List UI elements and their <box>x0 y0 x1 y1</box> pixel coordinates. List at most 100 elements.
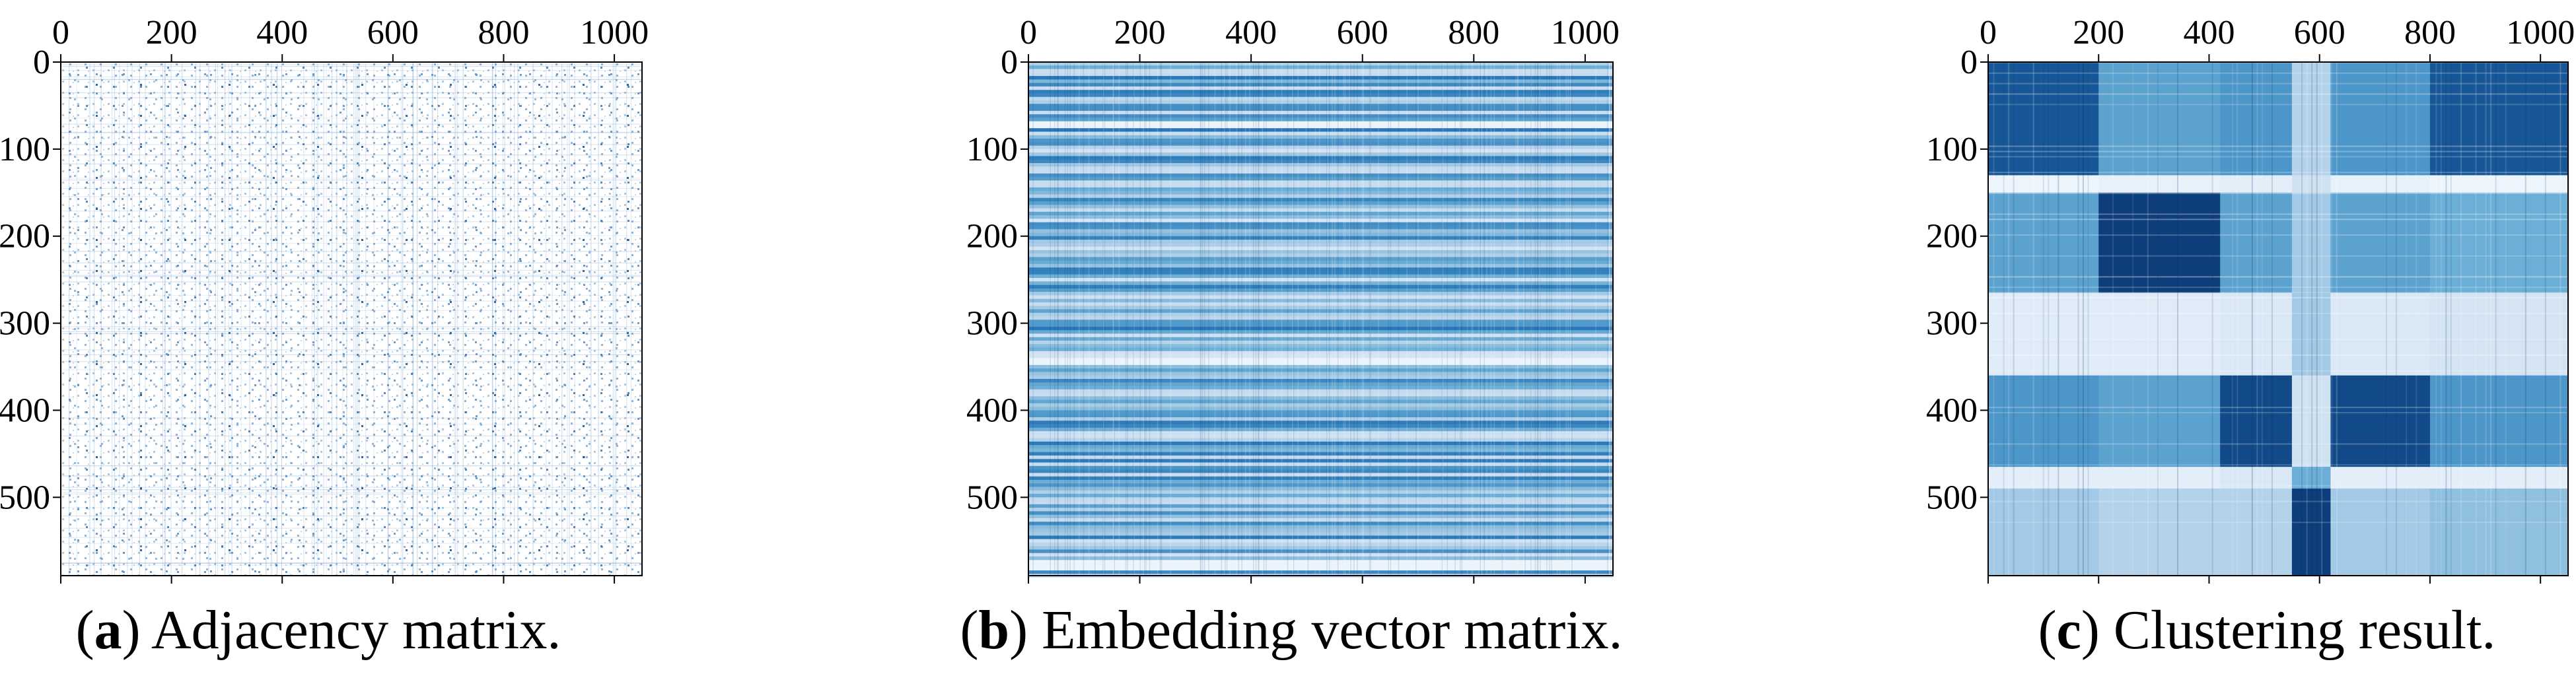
adjacency-row-streak <box>61 489 642 490</box>
embedding-row-band <box>1028 205 1613 209</box>
cluster-block <box>1988 375 2099 467</box>
embedding-row-band <box>1028 434 1613 439</box>
cluster-column-texture <box>2077 62 2079 576</box>
cluster-column-texture <box>2311 62 2313 576</box>
embedding-row-band <box>1028 393 1613 397</box>
adjacency-row-streak <box>61 564 642 566</box>
x-tick-label: 0 <box>1980 14 1997 51</box>
cluster-row-texture <box>1988 234 2568 236</box>
cluster-block <box>2330 489 2431 576</box>
embedding-column-texture <box>1199 62 1201 576</box>
cluster-column-texture <box>2490 62 2492 576</box>
embedding-row-band <box>1028 364 1613 369</box>
embedding-column-texture <box>1334 62 1336 576</box>
embedding-column-texture <box>1069 62 1071 576</box>
x-tick-label: 600 <box>1337 14 1388 51</box>
embedding-row-band <box>1028 553 1613 557</box>
embedding-column-texture <box>1523 62 1524 576</box>
cluster-column-texture <box>2082 62 2084 576</box>
y-tick-label: 200 <box>966 218 1018 255</box>
adjacency-column-streak <box>100 62 102 576</box>
embedding-column-texture <box>1490 62 1492 576</box>
embedding-row-band <box>1028 410 1613 415</box>
cluster-row-texture <box>1988 412 2568 414</box>
embedding-column-texture <box>1149 62 1151 576</box>
cluster-column-texture <box>2306 62 2308 576</box>
embedding-column-texture <box>1307 62 1309 576</box>
cluster-block <box>2330 62 2431 176</box>
adjacency-row-streak <box>61 235 642 236</box>
embedding-row-band <box>1028 560 1613 564</box>
embedding-row-band <box>1028 448 1613 453</box>
cluster-block <box>2098 292 2221 376</box>
embedding-column-texture <box>1493 62 1495 576</box>
embedding-row-band <box>1028 79 1613 84</box>
embedding-column-texture <box>1454 62 1456 576</box>
embedding-column-texture <box>1225 62 1226 576</box>
cluster-column-texture <box>2485 62 2487 576</box>
embedding-row-band <box>1028 525 1613 529</box>
adjacency-column-streak <box>162 62 164 576</box>
embedding-column-texture <box>1369 62 1371 576</box>
embedding-row-band <box>1028 316 1613 320</box>
adjacency-column-streak <box>346 62 347 576</box>
embedding-column-texture <box>1517 62 1519 576</box>
adjacency-row-streak <box>61 349 642 351</box>
embedding-column-texture <box>1447 62 1449 576</box>
cluster-row-texture <box>1988 312 2568 314</box>
cluster-block <box>2291 62 2332 176</box>
cluster-row-texture <box>1988 172 2568 174</box>
embedding-row-band <box>1028 72 1613 77</box>
embedding-column-texture <box>1610 62 1612 576</box>
adjacency-column-streak <box>316 62 318 576</box>
embedding-row-band <box>1028 208 1613 213</box>
adjacency-column-streak <box>457 62 458 576</box>
adjacency-row-streak <box>61 300 642 302</box>
adjacency-column-streak <box>455 62 456 576</box>
embedding-column-texture <box>1461 62 1462 576</box>
adjacency-column-streak <box>114 62 116 576</box>
embedding-column-texture <box>1114 62 1115 576</box>
embedding-column-texture <box>1471 62 1472 576</box>
embedding-column-texture <box>1083 62 1085 576</box>
embedding-column-texture <box>1441 62 1443 576</box>
embedding-row-band <box>1028 563 1613 568</box>
embedding-row-band <box>1028 504 1613 508</box>
embedding-row-band <box>1028 337 1613 341</box>
cluster-column-texture <box>2211 62 2213 576</box>
embedding-column-texture <box>1517 62 1519 576</box>
embedding-row-band <box>1028 86 1613 90</box>
adjacency-row-streak <box>61 562 642 564</box>
cluster-row-texture <box>1988 485 2568 487</box>
embedding-column-texture <box>1344 62 1346 576</box>
embedding-column-texture <box>1133 62 1134 576</box>
adjacency-column-streak <box>462 62 464 576</box>
embedding-row-band <box>1028 462 1613 467</box>
embedding-column-texture <box>1274 62 1276 576</box>
cluster-row-texture <box>1988 156 2568 158</box>
adjacency-column-streak <box>412 62 413 576</box>
embedding-column-texture <box>1459 62 1461 576</box>
adjacency-row-streak <box>61 328 642 329</box>
embedding-column-texture <box>1113 62 1114 576</box>
embedding-row-band <box>1028 263 1613 268</box>
cluster-block <box>2291 175 2332 193</box>
adjacency-column-streak <box>182 62 183 576</box>
adjacency-row-streak <box>61 196 642 197</box>
embedding-column-texture <box>1530 62 1532 576</box>
y-tick-label: 0 <box>1960 44 1978 81</box>
embedding-column-texture <box>1203 62 1205 576</box>
adjacency-column-streak <box>355 62 357 576</box>
cluster-row-texture <box>1988 339 2568 341</box>
embedding-column-texture <box>1398 62 1400 576</box>
embedding-column-texture <box>1050 62 1051 576</box>
embedding-row-band <box>1028 93 1613 98</box>
embedding-row-band <box>1028 121 1613 125</box>
embedding-column-texture <box>1144 62 1145 576</box>
adjacency-row-streak <box>61 154 642 156</box>
adjacency-column-streak <box>181 62 182 576</box>
cluster-block <box>2429 292 2569 376</box>
embedding-column-texture <box>1327 62 1329 576</box>
embedding-row-band <box>1028 326 1613 331</box>
cluster-column-texture <box>2406 62 2408 576</box>
